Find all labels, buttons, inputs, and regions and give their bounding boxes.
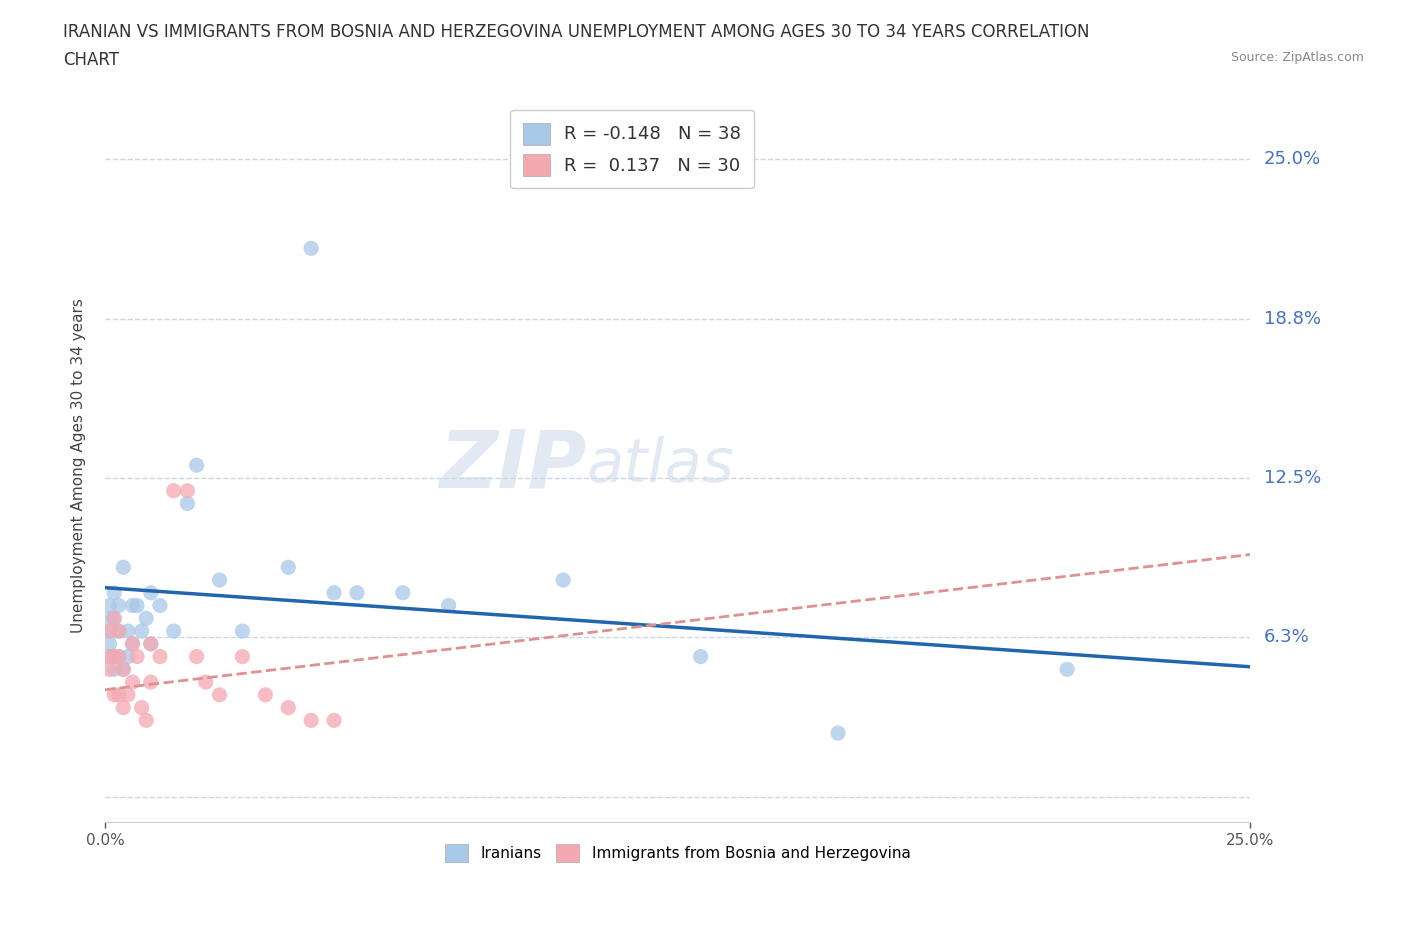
Point [98,636,121,651]
Point [186,649,208,664]
Point [125,649,148,664]
Point [139,636,162,651]
Point [98,649,121,664]
Text: CHART: CHART [63,51,120,69]
Point [299,713,322,728]
Point [103,662,125,677]
Point [98,611,121,626]
Point [553,573,575,588]
Point [176,496,198,511]
Point [689,649,711,664]
Point [135,611,157,626]
Point [121,636,143,651]
Point [391,585,413,600]
Text: 18.8%: 18.8% [1264,310,1322,327]
Text: Source: ZipAtlas.com: Source: ZipAtlas.com [1230,51,1364,64]
Point [117,649,139,664]
Point [103,687,125,702]
Point [121,674,143,689]
Point [1056,662,1078,677]
Point [139,585,162,600]
Point [299,241,322,256]
Point [163,484,186,498]
Point [107,624,129,639]
Point [208,573,231,588]
Point [254,687,277,702]
Point [149,649,172,664]
Text: ZIP: ZIP [439,426,586,504]
Point [125,598,148,613]
Text: 12.5%: 12.5% [1264,469,1322,487]
Point [186,458,208,472]
Point [139,674,162,689]
Text: 6.3%: 6.3% [1264,629,1310,646]
Point [112,662,135,677]
Point [437,598,460,613]
Point [112,662,135,677]
Point [139,636,162,651]
Point [107,649,129,664]
Point [98,598,121,613]
Point [323,585,346,600]
Point [121,636,143,651]
Point [103,649,125,664]
Point [107,598,129,613]
Point [112,560,135,575]
Point [103,611,125,626]
Point [176,484,198,498]
Point [131,624,153,639]
Point [346,585,368,600]
Point [98,662,121,677]
Text: atlas: atlas [586,436,734,495]
Point [107,687,129,702]
Y-axis label: Unemployment Among Ages 30 to 34 years: Unemployment Among Ages 30 to 34 years [72,298,86,632]
Point [112,700,135,715]
Point [103,585,125,600]
Legend: Iranians, Immigrants from Bosnia and Herzegovina: Iranians, Immigrants from Bosnia and Her… [439,838,917,869]
Point [323,713,346,728]
Text: 25.0%: 25.0% [1264,150,1322,168]
Point [107,624,129,639]
Point [277,700,299,715]
Point [98,649,121,664]
Point [98,624,121,639]
Point [103,649,125,664]
Point [231,624,253,639]
Point [163,624,186,639]
Point [121,598,143,613]
Point [117,624,139,639]
Point [135,713,157,728]
Point [827,725,849,740]
Point [194,674,217,689]
Point [103,611,125,626]
Point [131,700,153,715]
Point [277,560,299,575]
Point [107,649,129,664]
Text: IRANIAN VS IMMIGRANTS FROM BOSNIA AND HERZEGOVINA UNEMPLOYMENT AMONG AGES 30 TO : IRANIAN VS IMMIGRANTS FROM BOSNIA AND HE… [63,23,1090,41]
Point [98,624,121,639]
Point [149,598,172,613]
Point [231,649,253,664]
Point [208,687,231,702]
Point [117,687,139,702]
